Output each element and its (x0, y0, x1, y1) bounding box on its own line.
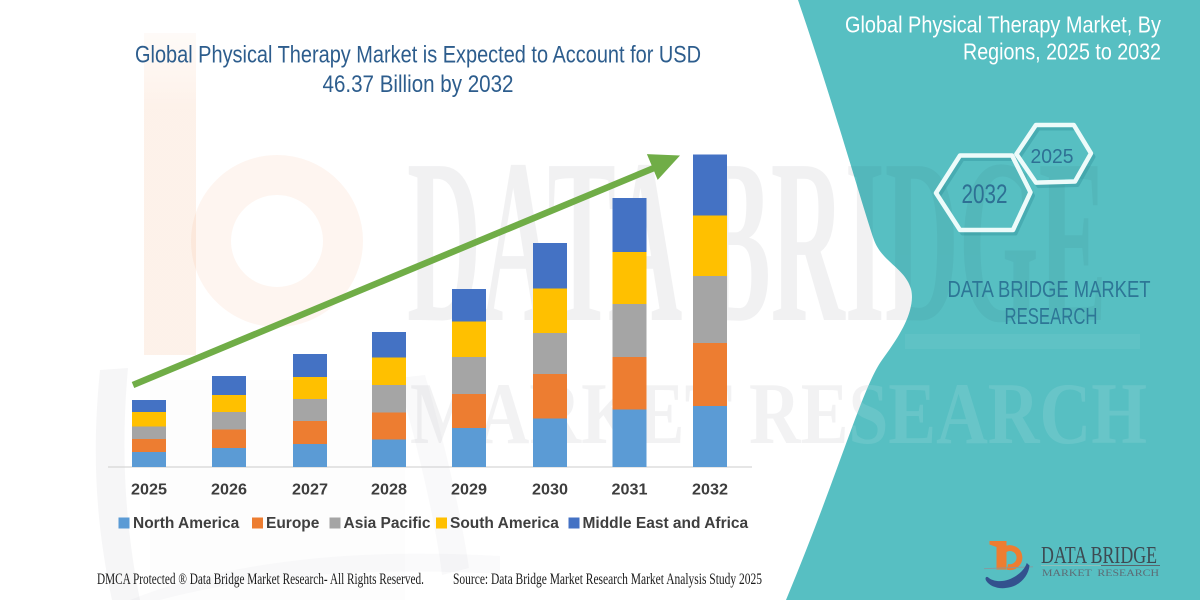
svg-text:2026: 2026 (211, 482, 247, 499)
svg-text:2027: 2027 (292, 482, 328, 499)
svg-text:2031: 2031 (612, 482, 648, 499)
svg-text:DATA BRIDGE MARKET: DATA BRIDGE MARKET (948, 276, 1151, 302)
svg-text:RESEARCH: RESEARCH (1005, 303, 1098, 329)
svg-text:2025: 2025 (131, 482, 167, 499)
svg-text:46.37 Billion by 2032: 46.37 Billion by 2032 (323, 71, 514, 98)
svg-text:Source: Data Bridge Market Res: Source: Data Bridge Market Research Mark… (453, 571, 762, 588)
svg-text:Middle East and Africa: Middle East and Africa (583, 515, 749, 532)
svg-text:2028: 2028 (371, 482, 407, 499)
svg-text:2025: 2025 (1031, 145, 1074, 168)
svg-text:Asia Pacific: Asia Pacific (344, 515, 431, 532)
svg-text:South America: South America (450, 515, 559, 532)
svg-text:DMCA Protected ® Data Bridge M: DMCA Protected ® Data Bridge Market Rese… (97, 571, 424, 588)
svg-text:DATA BRIDGE: DATA BRIDGE (1041, 543, 1157, 569)
svg-text:Europe: Europe (266, 515, 320, 532)
svg-text:Global Physical Therapy Market: Global Physical Therapy Market, By (845, 12, 1161, 38)
svg-text:2032: 2032 (692, 482, 728, 499)
svg-text:Regions, 2025 to 2032: Regions, 2025 to 2032 (963, 39, 1161, 65)
svg-text:2032: 2032 (962, 179, 1008, 209)
svg-text:MARKET RESEARCH: MARKET RESEARCH (1042, 568, 1160, 578)
svg-text:2029: 2029 (451, 482, 487, 499)
svg-text:2030: 2030 (532, 482, 568, 499)
svg-text:North America: North America (133, 515, 240, 532)
svg-text:Global Physical Therapy Market: Global Physical Therapy Market is Expect… (135, 42, 701, 69)
